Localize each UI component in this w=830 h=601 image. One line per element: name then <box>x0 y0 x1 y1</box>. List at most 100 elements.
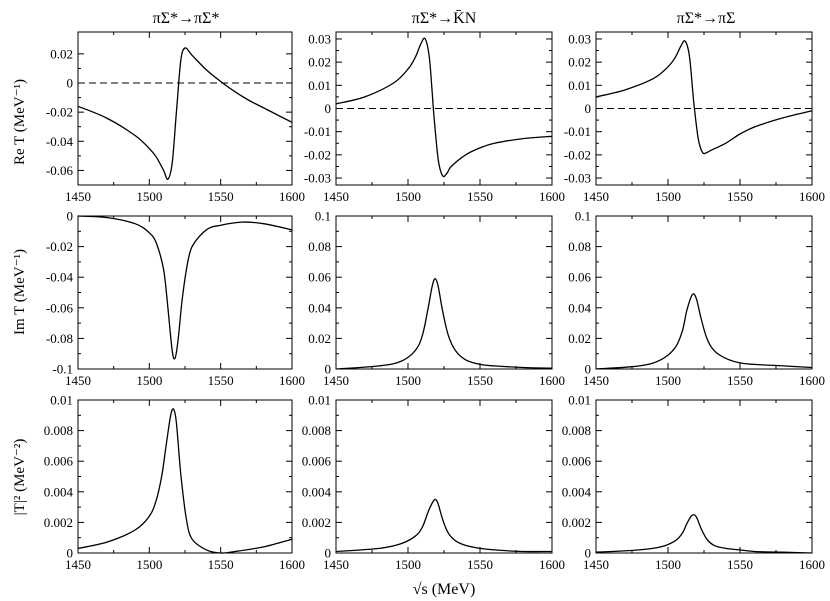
column-title-2: πΣ*→K̄N <box>412 10 477 27</box>
x-tick-label: 1600 <box>539 557 565 572</box>
plot-frame <box>335 31 553 186</box>
x-tick-label: 1500 <box>395 189 421 204</box>
y-tick-label: 0.008 <box>44 423 73 438</box>
x-tick-label: 1500 <box>655 373 681 388</box>
series-line-1 <box>595 40 813 155</box>
x-tick-label: 1450 <box>323 189 349 204</box>
y-tick-label: 0.004 <box>44 484 74 499</box>
y-tick-label: 0 <box>67 546 74 561</box>
y-tick-label: -0.06 <box>46 300 74 315</box>
x-tick-label: 1550 <box>208 373 234 388</box>
panel-r2c1: 1450 1500 1550 1600 -0.1 -0.08 -0.06 -0.04 -0.02… <box>46 209 305 389</box>
y-tick-label: 0.1 <box>575 209 591 224</box>
y-tick-label: -0.06 <box>46 163 74 178</box>
x-tick-label: 1450 <box>65 373 91 388</box>
y-tick-label: -0.02 <box>46 105 73 120</box>
y-tick-label: 0.04 <box>308 300 331 315</box>
y-tick-label: 0 <box>325 362 332 377</box>
x-tick-label: 1550 <box>727 373 753 388</box>
y-tick-label: -0.02 <box>46 239 73 254</box>
x-tick-label: 1550 <box>208 189 234 204</box>
panel-r3c2: 1450 1500 1550 1600 0 0.002 0.004 0.006 0.008 0.0… <box>302 393 565 573</box>
y-tick-label: 0.006 <box>302 454 332 469</box>
series-line-1 <box>595 293 813 370</box>
y-tick-label: 0.004 <box>562 484 592 499</box>
x-tick-label: 1550 <box>467 557 493 572</box>
y-tick-label: 0.006 <box>44 454 74 469</box>
x-tick-label: 1550 <box>727 557 753 572</box>
x-tick-label: 1600 <box>799 557 825 572</box>
y-tick-label: 0.02 <box>568 55 591 70</box>
series-line-1 <box>77 408 293 554</box>
y-tick-label: -0.04 <box>46 270 74 285</box>
y-tick-label: -0.01 <box>564 124 591 139</box>
y-tick-label: 0 <box>585 362 592 377</box>
y-tick-label: 0.002 <box>44 515 73 530</box>
x-tick-label: 1600 <box>539 373 565 388</box>
y-tick-label: 0.02 <box>308 331 331 346</box>
x-tick-label: 1600 <box>799 373 825 388</box>
x-tick-label: 1550 <box>467 373 493 388</box>
x-tick-label: 1550 <box>467 189 493 204</box>
x-tick-label: 1500 <box>136 189 162 204</box>
y-tick-label: 0.08 <box>308 239 331 254</box>
x-tick-label: 1600 <box>799 189 825 204</box>
y-tick-label: 0.008 <box>302 423 331 438</box>
y-tick-label: 0.04 <box>568 300 591 315</box>
x-tick-label: 1500 <box>655 189 681 204</box>
y-tick-label: 0.008 <box>562 423 591 438</box>
y-tick-label: 0.06 <box>568 270 591 285</box>
x-tick-label: 1450 <box>323 373 349 388</box>
y-tick-label: 0.004 <box>302 484 332 499</box>
plot-frame <box>77 215 293 370</box>
x-tick-label: 1500 <box>655 557 681 572</box>
series-line-1 <box>595 514 813 554</box>
y-tick-label: -0.1 <box>52 362 73 377</box>
x-axis-label: √s (MeV) <box>413 581 476 598</box>
panel-r1c2: 1450 1500 1550 1600 -0.03 -0.02 -0.01 0 0.01 0.02… <box>304 31 565 204</box>
column-title-1: πΣ*→πΣ* <box>153 10 220 27</box>
y-tick-label: 0.02 <box>308 55 331 70</box>
y-tick-label: -0.03 <box>304 171 331 186</box>
plot-frame <box>595 31 813 186</box>
figure-labels: πΣ*→πΣ* πΣ*→K̄N πΣ*→πΣ Re T (MeV⁻¹) Im T… <box>12 10 735 598</box>
plot-frame <box>335 215 553 370</box>
series-line-1 <box>77 47 293 180</box>
y-tick-label: 0 <box>67 76 74 91</box>
row-ylabel-3: |T|² (MeV⁻²) <box>12 439 28 516</box>
x-tick-label: 1500 <box>136 557 162 572</box>
y-tick-label: -0.01 <box>304 124 331 139</box>
y-tick-label: 0.002 <box>562 515 591 530</box>
x-tick-label: 1600 <box>279 373 305 388</box>
y-tick-label: -0.08 <box>46 331 73 346</box>
column-title-3: πΣ*→πΣ <box>677 10 736 27</box>
x-tick-label: 1500 <box>136 373 162 388</box>
y-tick-label: 0.1 <box>315 209 331 224</box>
y-tick-label: 0.08 <box>568 239 591 254</box>
y-tick-label: 0 <box>325 546 332 561</box>
y-tick-label: 0 <box>585 546 592 561</box>
y-tick-label: 0 <box>585 101 592 116</box>
x-tick-label: 1450 <box>323 557 349 572</box>
y-tick-label: 0.01 <box>568 78 591 93</box>
y-tick-label: -0.04 <box>46 134 74 149</box>
series-line-1 <box>335 498 553 553</box>
plot-frame <box>335 399 553 554</box>
x-tick-label: 1450 <box>65 189 91 204</box>
row-ylabel-1: Re T (MeV⁻¹) <box>12 79 28 165</box>
panel-r1c1: 1450 1500 1550 1600 -0.06 -0.04 -0.02 0 0.02 <box>46 31 305 204</box>
y-tick-label: 0.01 <box>308 78 331 93</box>
y-tick-label: 0.02 <box>50 46 73 61</box>
series-line-1 <box>77 215 293 360</box>
y-tick-label: 0.01 <box>568 393 591 408</box>
y-tick-label: -0.03 <box>564 171 591 186</box>
x-tick-label: 1600 <box>539 189 565 204</box>
plot-frame <box>595 215 813 370</box>
y-tick-label: 0 <box>325 101 332 116</box>
y-tick-label: -0.02 <box>564 147 591 162</box>
panel-r2c3: 1450 1500 1550 1600 0 0.02 0.04 0.06 0.08 0.1 <box>568 209 825 389</box>
y-tick-label: -0.02 <box>304 147 331 162</box>
panel-r2c2: 1450 1500 1550 1600 0 0.02 0.04 0.06 0.08 0.1 <box>308 209 565 389</box>
panel-r3c3: 1450 1500 1550 1600 0 0.002 0.004 0.006 0.008 0.0… <box>562 393 825 573</box>
